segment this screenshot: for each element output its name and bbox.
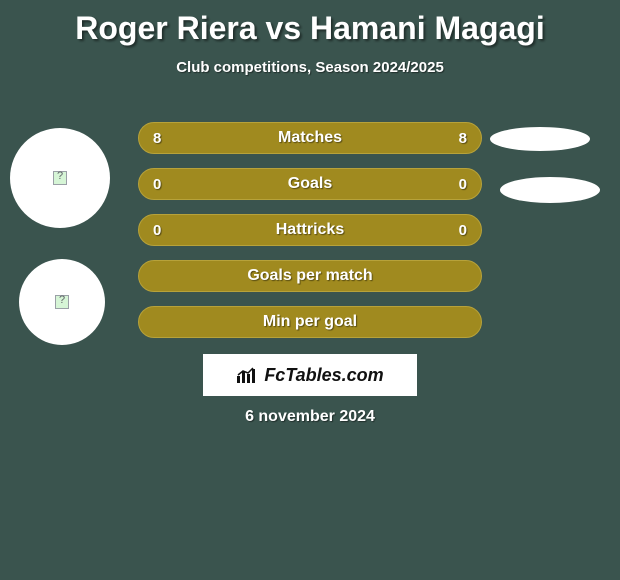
stat-row-min-per-goal: Min per goal bbox=[138, 306, 482, 338]
stat-row-hattricks: 0 Hattricks 0 bbox=[138, 214, 482, 246]
player1-avatar bbox=[10, 128, 110, 228]
stat-left-value: 0 bbox=[153, 176, 161, 193]
side-shape-1 bbox=[490, 127, 590, 151]
placeholder-image-icon bbox=[53, 171, 67, 185]
stat-label: Goals per match bbox=[247, 267, 372, 285]
stat-right-value: 0 bbox=[459, 222, 467, 239]
placeholder-image-icon bbox=[55, 295, 69, 309]
brand-text: FcTables.com bbox=[264, 365, 383, 386]
stat-left-value: 8 bbox=[153, 130, 161, 147]
brand-badge: FcTables.com bbox=[202, 353, 418, 397]
page-title: Roger Riera vs Hamani Magagi bbox=[0, 0, 620, 47]
stat-label: Goals bbox=[288, 175, 332, 193]
stat-left-value: 0 bbox=[153, 222, 161, 239]
stats-container: 8 Matches 8 0 Goals 0 0 Hattricks 0 Goal… bbox=[138, 122, 482, 352]
player2-avatar bbox=[19, 259, 105, 345]
side-shape-2 bbox=[500, 177, 600, 203]
stat-right-value: 8 bbox=[459, 130, 467, 147]
stat-label: Matches bbox=[278, 129, 342, 147]
bar-chart-icon bbox=[236, 366, 258, 384]
stat-row-goals: 0 Goals 0 bbox=[138, 168, 482, 200]
stat-right-value: 0 bbox=[459, 176, 467, 193]
stat-row-goals-per-match: Goals per match bbox=[138, 260, 482, 292]
stat-row-matches: 8 Matches 8 bbox=[138, 122, 482, 154]
stat-label: Hattricks bbox=[276, 221, 344, 239]
stat-label: Min per goal bbox=[263, 313, 357, 331]
date-label: 6 november 2024 bbox=[0, 408, 620, 426]
page-subtitle: Club competitions, Season 2024/2025 bbox=[0, 59, 620, 76]
